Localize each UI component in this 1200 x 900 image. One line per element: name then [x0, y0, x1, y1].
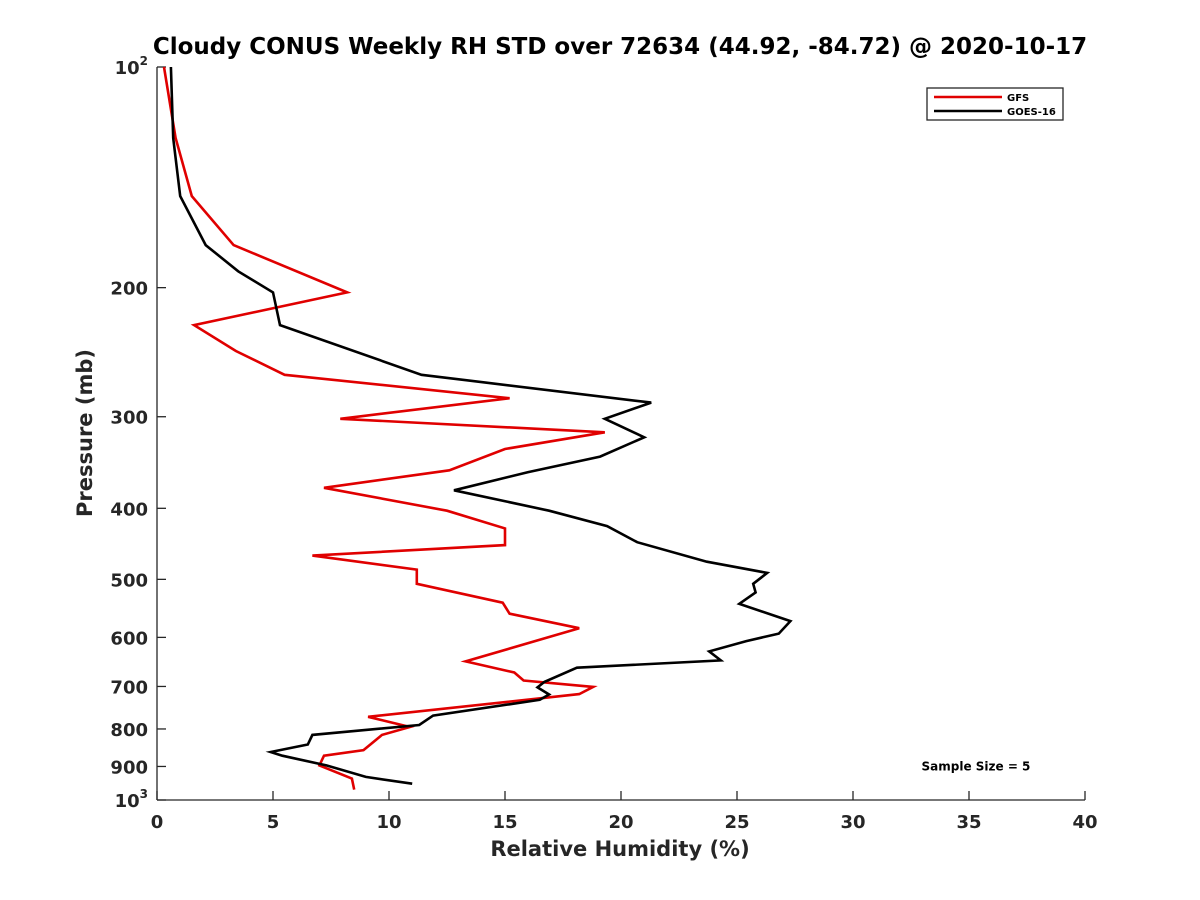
x-tick-label: 40	[1072, 812, 1097, 833]
legend-label-gfs: GFS	[1007, 93, 1029, 104]
y-tick-label: 700	[110, 677, 148, 698]
x-tick-label: 20	[608, 812, 633, 833]
series-line-goes-16	[169, 66, 793, 785]
y-tick-label: 102	[115, 54, 148, 79]
y-axis-label: Pressure (mb)	[73, 349, 97, 517]
chart-title: Cloudy CONUS Weekly RH STD over 72634 (4…	[153, 34, 1087, 60]
x-tick-label: 30	[840, 812, 865, 833]
x-tick-label: 15	[492, 812, 517, 833]
y-tick-label: 800	[110, 720, 148, 741]
y-tick-label: 103	[115, 787, 148, 812]
x-tick-label: 35	[956, 812, 981, 833]
y-tick-base: 10	[115, 791, 140, 812]
y-tick-label: 400	[110, 499, 148, 520]
y-tick-base: 10	[115, 58, 140, 79]
y-tick-label: 200	[110, 279, 148, 300]
x-tick-label: 5	[267, 812, 280, 833]
x-axis-label: Relative Humidity (%)	[490, 837, 749, 861]
y-tick-label: 500	[110, 570, 148, 591]
y-tick-label: 300	[110, 408, 148, 429]
x-tick-label: 25	[724, 812, 749, 833]
y-tick-exponent: 3	[140, 787, 148, 801]
y-tick-label: 900	[110, 757, 148, 778]
y-tick-label: 600	[110, 628, 148, 649]
legend: GFS GOES-16	[926, 87, 1064, 121]
legend-label-goes-16: GOES-16	[1007, 107, 1056, 118]
legend-box	[926, 87, 1064, 121]
plot-area: 0 5 10 15 20 25 30 35 40102200300400500600700800…	[110, 54, 1097, 833]
y-tick-exponent: 2	[140, 54, 148, 68]
sample-size-annotation: Sample Size = 5	[922, 759, 1031, 773]
x-tick-label: 10	[376, 812, 401, 833]
x-tick-label: 0	[151, 812, 164, 833]
series-line-gfs	[162, 66, 606, 790]
